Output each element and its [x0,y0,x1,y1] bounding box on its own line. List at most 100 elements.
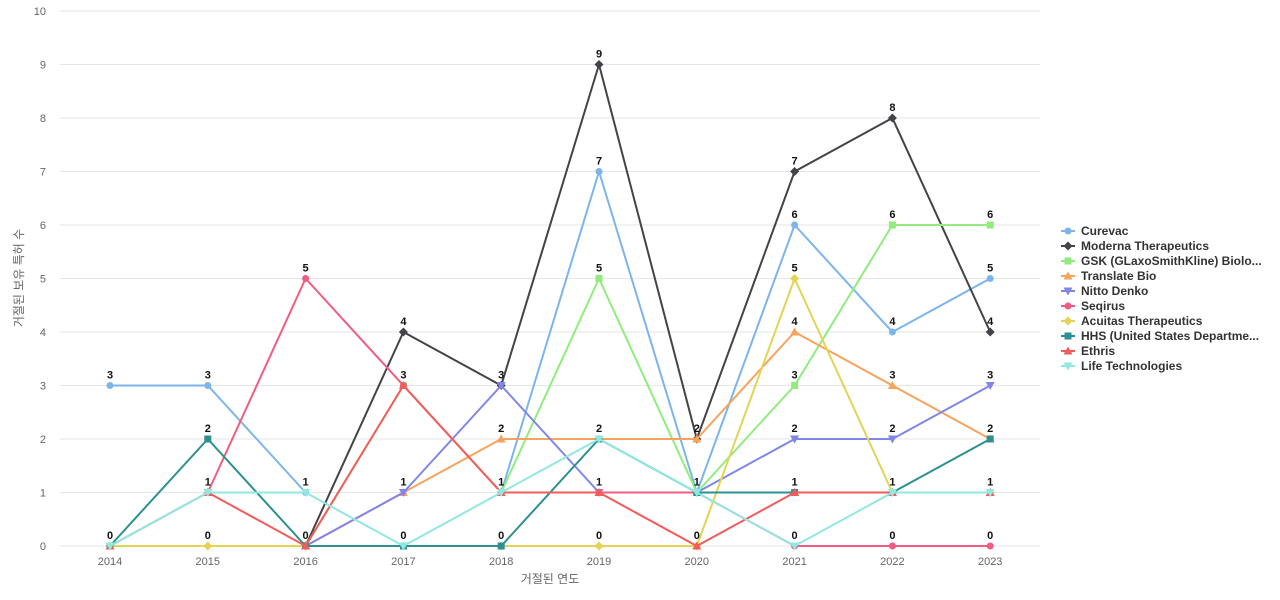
data-label: 4 [792,316,799,328]
legend-item[interactable]: Ethris [1061,344,1115,358]
legend-item[interactable]: GSK (GLaxoSmithKline) Biolo... [1061,254,1262,268]
series-point [692,434,702,443]
legend-item[interactable]: Moderna Therapeutics [1061,239,1209,253]
data-label: 0 [889,530,895,542]
x-tick-label: 2022 [880,556,904,568]
y-tick-label: 3 [40,381,46,393]
data-label: 1 [596,477,602,489]
legend-marker [1063,316,1073,326]
legend-marker [1063,362,1073,371]
data-label: 3 [498,370,504,382]
series-point [986,542,994,550]
data-label: 2 [987,423,993,435]
data-label: 1 [498,477,504,489]
x-tick-label: 2023 [978,556,1002,568]
legend-label: Ethris [1081,344,1115,358]
data-label: 4 [889,316,896,328]
data-label: 0 [498,530,504,542]
y-tick-label: 5 [40,274,46,286]
legend-item[interactable]: Translate Bio [1061,269,1156,283]
series-point [595,168,603,175]
data-label: 1 [400,477,406,489]
data-label: 3 [987,370,993,382]
legend-item[interactable]: Life Technologies [1061,359,1182,373]
legend-label: Nitto Denko [1081,284,1148,298]
y-tick-label: 1 [40,488,46,500]
series-point [888,542,896,550]
legend-label: GSK (GLaxoSmithKline) Biolo... [1081,254,1262,268]
series-point [986,275,994,282]
legend-item[interactable]: Seqirus [1061,299,1125,313]
y-tick-label: 8 [40,113,46,125]
x-tick-label: 2014 [98,556,122,568]
data-label: 0 [303,530,309,542]
data-label: 5 [987,263,993,275]
data-label: 8 [889,102,895,114]
data-label: 0 [694,530,700,542]
series-point [594,541,604,551]
y-tick-label: 10 [34,6,46,18]
y-tick-label: 7 [40,167,46,179]
legend-marker [1063,287,1073,296]
series-point [594,435,604,444]
data-label: 0 [792,530,798,542]
x-tick-label: 2018 [489,556,513,568]
legend-item[interactable]: HHS (United States Departme... [1061,329,1259,343]
series-layer [105,60,995,551]
data-label: 1 [205,477,211,489]
data-label: 3 [107,370,113,382]
legend-marker [1064,227,1072,235]
series-point [790,167,800,176]
legend-marker [1064,332,1072,340]
data-label: 2 [694,423,700,435]
series-point [398,489,408,497]
legend-item[interactable]: Nitto Denko [1061,284,1148,298]
data-label: 3 [400,370,406,382]
series-point [790,488,800,496]
series-9 [105,435,995,551]
legend-label: Translate Bio [1081,269,1156,283]
data-label: 7 [596,156,602,168]
series-point [986,435,994,443]
data-label: 5 [596,263,602,275]
y-tick-label: 2 [40,434,46,446]
series-point [791,382,799,389]
legend-item[interactable]: Acuitas Therapeutics [1061,314,1203,328]
x-tick-label: 2019 [587,556,611,568]
series-point [301,541,311,550]
legend-marker [1063,271,1073,280]
series-line [206,277,991,547]
data-label: 6 [987,209,993,221]
series-point [496,489,506,497]
data-label: 1 [987,477,993,489]
series-point [106,382,114,389]
data-label: 4 [987,316,994,328]
series-point [986,221,994,229]
series-point [790,327,800,336]
data-label: 5 [792,263,798,275]
data-label: 0 [596,530,602,542]
x-tick-label: 2020 [685,556,709,568]
data-label: 5 [303,263,309,275]
y-tick-label: 4 [40,327,46,339]
series-point [203,541,213,551]
data-label: 1 [694,477,700,489]
series-line [305,331,991,547]
series-point [790,274,800,283]
series-point [887,489,897,497]
series-point [398,381,408,389]
data-label: 0 [205,530,211,542]
x-axis-title: 거절된 연도 [521,572,580,586]
legend-label: Curevac [1081,224,1129,238]
series-point [302,275,310,282]
data-label: 1 [889,477,895,489]
series-point [692,541,702,550]
legend-marker [1064,257,1072,265]
legend-item[interactable]: Curevac [1061,224,1129,238]
y-tick-label: 0 [40,541,46,553]
legend-marker [1063,346,1073,355]
series-point [203,489,213,497]
series-line [110,277,991,547]
